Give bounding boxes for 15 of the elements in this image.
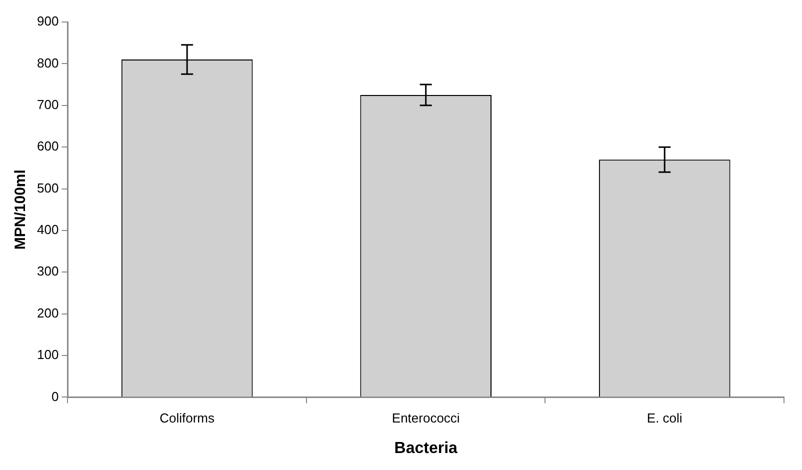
x-axis-title: Bacteria — [394, 440, 458, 457]
y-tick-label: 0 — [51, 388, 59, 404]
y-tick-label: 600 — [36, 138, 59, 154]
y-tick-label: 200 — [36, 305, 59, 320]
x-tick-label: Coliforms — [160, 410, 216, 426]
y-tick-label: 300 — [36, 264, 59, 279]
y-tick-label: 800 — [36, 55, 59, 70]
y-tick-label: 700 — [36, 96, 59, 112]
y-axis-title: MPN/100ml — [12, 170, 30, 250]
y-tick-label: 400 — [36, 222, 59, 238]
y-tick-label: 100 — [36, 347, 59, 362]
x-tick-label: Enterococci — [392, 410, 460, 426]
y-tick-label: 900 — [36, 14, 59, 29]
x-tick-label: E. coli — [646, 410, 682, 426]
y-tick-label: 500 — [36, 180, 59, 196]
